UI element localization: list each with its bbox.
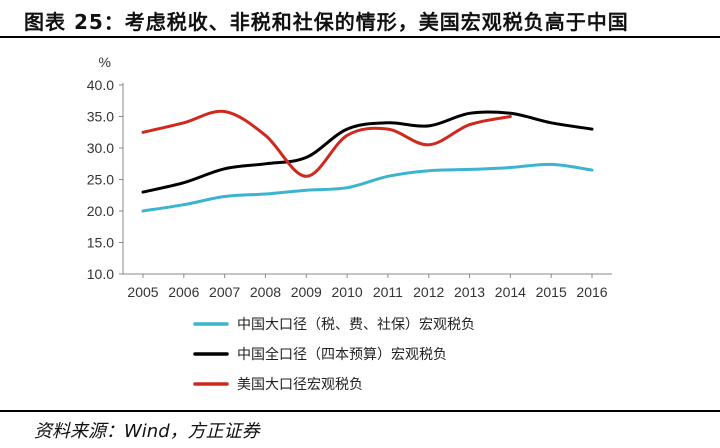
line-chart: % 10.0 15.0 20.0 25.0 30.0 35.0 40.0 2005 2006 200… — [87, 54, 612, 393]
y-axis-unit-label: % — [99, 54, 111, 70]
x-tick-label: 2009 — [291, 284, 322, 300]
y-tick-label: 40.0 — [87, 77, 114, 93]
series-line-1 — [141, 162, 594, 213]
x-tick-label: 2007 — [209, 284, 240, 300]
series-line-2 — [141, 110, 594, 194]
source-bar: 资料来源：Wind，方正证券 — [0, 410, 720, 448]
y-tick-label: 20.0 — [87, 203, 114, 219]
legend-label-1: 中国大口径（税、费、社保）宏观税负 — [237, 317, 475, 333]
series-line-3 — [141, 109, 512, 178]
x-tick-label: 2015 — [536, 284, 567, 300]
source-note: 资料来源：Wind，方正证券 — [34, 421, 260, 442]
chart-series-lines — [141, 109, 594, 213]
x-tick-label: 2011 — [373, 284, 403, 300]
legend-label-3: 美国大口径宏观税负 — [237, 377, 363, 393]
chart-axes: % 10.0 15.0 20.0 25.0 30.0 35.0 40.0 2005 2006 200… — [87, 54, 612, 300]
x-tick-label: 2010 — [332, 284, 363, 300]
legend-label-2: 中国全口径（四本预算）宏观税负 — [237, 346, 447, 363]
y-tick-label: 25.0 — [87, 172, 114, 188]
y-tick-label: 35.0 — [87, 109, 114, 125]
chart-legend: 中国大口径（税、费、社保）宏观税负中国全口径（四本预算）宏观税负美国大口径宏观税… — [193, 317, 475, 393]
x-tick-label: 2008 — [250, 284, 281, 300]
x-tick-label: 2006 — [168, 284, 199, 300]
x-tick-label: 2016 — [576, 284, 607, 300]
title-bar: 图表 25：考虑税收、非税和社保的情形，美国宏观税负高于中国 — [0, 0, 720, 38]
y-tick-label: 10.0 — [87, 266, 114, 282]
x-tick-label: 2014 — [495, 284, 526, 300]
y-tick-label: 15.0 — [87, 235, 114, 251]
x-tick-label: 2005 — [127, 284, 158, 300]
x-tick-label: 2012 — [413, 284, 444, 300]
y-tick-label: 30.0 — [87, 140, 114, 156]
figure-title: 图表 25：考虑税收、非税和社保的情形，美国宏观税负高于中国 — [24, 10, 629, 34]
x-tick-label: 2013 — [454, 284, 485, 300]
